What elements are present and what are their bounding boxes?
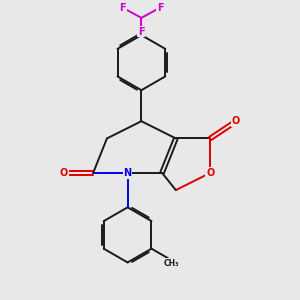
Text: O: O xyxy=(206,168,214,178)
Text: F: F xyxy=(138,27,145,37)
Text: F: F xyxy=(119,2,126,13)
Text: O: O xyxy=(60,168,68,178)
Text: N: N xyxy=(124,168,132,178)
Text: F: F xyxy=(157,2,164,13)
Text: CH₃: CH₃ xyxy=(164,259,179,268)
Text: O: O xyxy=(232,116,240,126)
